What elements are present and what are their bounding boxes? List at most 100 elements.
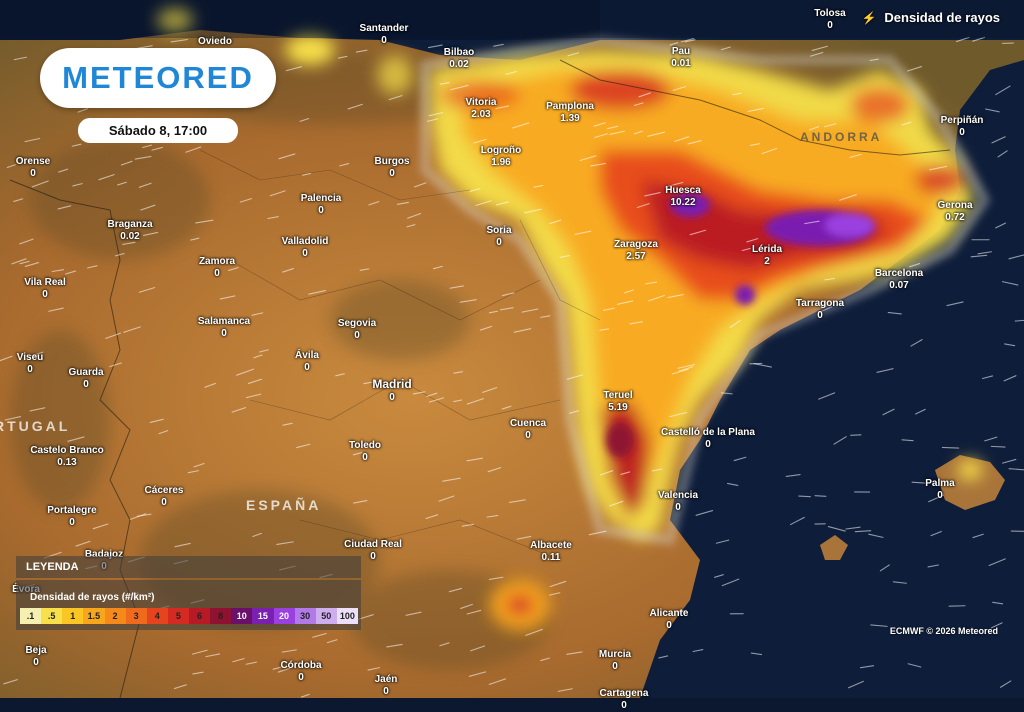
- city-name: Tarragona: [796, 298, 844, 309]
- city-value: 0: [199, 268, 235, 280]
- legend-step: 8: [210, 608, 231, 624]
- city-value: 0: [658, 502, 698, 514]
- city-label[interactable]: Oviedo: [198, 36, 232, 48]
- meteored-logo[interactable]: METEORED: [40, 48, 276, 108]
- city-value: 0.01: [671, 58, 690, 70]
- city-value: 0: [17, 364, 44, 376]
- city-name: Guarda: [68, 367, 103, 378]
- city-value: 0: [338, 330, 376, 342]
- city-name: Lérida: [752, 244, 782, 255]
- city-name: Barcelona: [875, 268, 923, 279]
- city-value: 0: [295, 362, 319, 374]
- city-value: 0.72: [937, 212, 972, 224]
- credit-text: ECMWF © 2026 Meteored: [890, 626, 998, 636]
- city-name: Bilbao: [444, 47, 475, 58]
- legend-step: 20: [274, 608, 295, 624]
- city-value: 0: [198, 328, 250, 340]
- date-time-label[interactable]: Sábado 8, 17:00: [78, 118, 238, 143]
- city-name: Palma: [925, 478, 954, 489]
- city-name: Toledo: [349, 440, 381, 451]
- city-value: 0: [796, 310, 844, 322]
- wind-streak: [851, 435, 861, 436]
- legend-step: 1: [62, 608, 83, 624]
- city-name: Ciudad Real: [344, 539, 402, 550]
- wind-streak: [799, 496, 811, 497]
- city-name: Soria: [486, 225, 511, 236]
- city-name: Teruel: [603, 390, 632, 401]
- wind-streak: [942, 447, 958, 448]
- city-name: Tolosa: [814, 8, 845, 19]
- layer-title-text: Densidad de rayos: [884, 10, 1000, 25]
- legend-step: 5: [168, 608, 189, 624]
- city-value: 0: [349, 452, 381, 464]
- legend-step: 30: [295, 608, 316, 624]
- city-name: Madrid: [372, 377, 411, 391]
- city-name: Vila Real: [24, 277, 66, 288]
- city-name: Segovia: [338, 318, 376, 329]
- lightning-icon: ⚡: [861, 11, 876, 25]
- city-value: 5.19: [603, 402, 632, 414]
- wind-streak: [991, 446, 1005, 447]
- city-value: 0: [941, 127, 984, 139]
- city-value: 2.57: [614, 251, 658, 263]
- city-value: 0: [25, 657, 46, 669]
- legend-header[interactable]: LEYENDA: [16, 556, 361, 578]
- city-value: 0.02: [107, 231, 152, 243]
- city-value: 0: [301, 205, 342, 217]
- city-value: 1.96: [481, 157, 522, 169]
- layer-title: ⚡ Densidad de rayos: [861, 10, 1000, 25]
- wind-streak: [815, 496, 826, 497]
- city-value: 0: [372, 392, 411, 404]
- city-name: Valencia: [658, 490, 698, 501]
- legend-step: 10: [231, 608, 252, 624]
- city-name: Zamora: [199, 256, 235, 267]
- city-name: Murcia: [599, 649, 631, 660]
- city-name: Ávila: [295, 350, 319, 361]
- city-name: Logroño: [481, 145, 522, 156]
